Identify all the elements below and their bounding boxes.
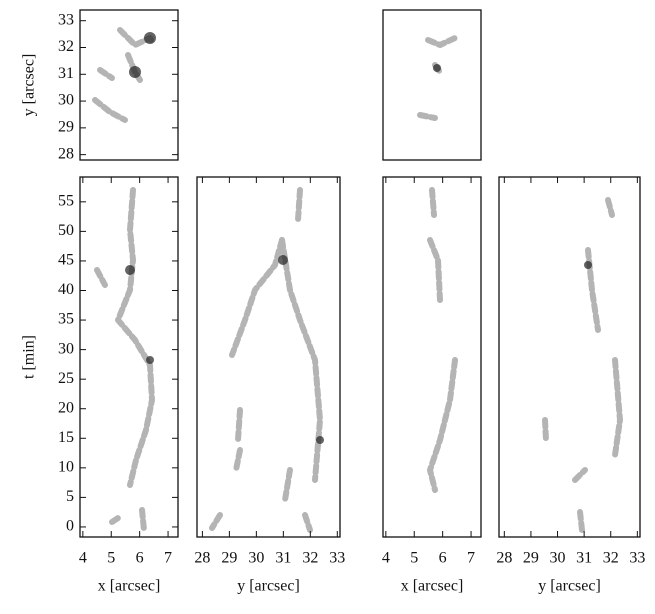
- y-tick-label: 28: [58, 145, 74, 162]
- y-tick-label: 0: [66, 518, 74, 535]
- intensity-image: [92, 27, 623, 533]
- x-tick-label: 6: [439, 550, 447, 567]
- x-tick-label: 31: [576, 550, 592, 567]
- x-tick-label: 28: [496, 550, 512, 567]
- y-tick-label: 31: [58, 65, 74, 82]
- y-tick-label: 10: [58, 459, 74, 476]
- panel-frame: [196, 176, 341, 538]
- x-tick-label: 33: [329, 550, 345, 567]
- y-tick-label: 29: [58, 119, 74, 136]
- x-tick-label: 7: [467, 550, 475, 567]
- x-tick-label: 5: [410, 550, 418, 567]
- y-tick-label: 55: [58, 192, 74, 209]
- x-tick-label: 31: [275, 550, 291, 567]
- y-tick-label: 40: [58, 281, 74, 298]
- x-tick-label: 29: [221, 550, 237, 567]
- x-tick-label: 28: [194, 550, 210, 567]
- x-axis-label: x [arcsec]: [98, 578, 161, 595]
- y-tick-label: 30: [58, 340, 74, 357]
- panel-frame: [498, 176, 641, 538]
- x-tick-label: 5: [107, 550, 115, 567]
- x-tick-label: 4: [382, 550, 390, 567]
- panel-frame: [79, 176, 179, 538]
- y-tick-label: 20: [58, 399, 74, 416]
- y-axis-label: y [arcsec]: [21, 54, 38, 117]
- y-axis-label: t [min]: [21, 335, 38, 379]
- x-tick-label: 30: [550, 550, 566, 567]
- y-tick-label: 5: [66, 488, 74, 505]
- y-tick-label: 35: [58, 311, 74, 328]
- x-tick-label: 7: [164, 550, 172, 567]
- y-tick-label: 50: [58, 222, 74, 239]
- x-tick-label: 32: [603, 550, 619, 567]
- x-tick-label: 4: [79, 550, 87, 567]
- panel-frame: [79, 9, 179, 161]
- x-tick-label: 33: [629, 550, 645, 567]
- y-tick-label: 30: [58, 92, 74, 109]
- x-tick-label: 32: [302, 550, 318, 567]
- y-tick-label: 25: [58, 370, 74, 387]
- x-tick-label: 29: [523, 550, 539, 567]
- y-tick-label: 33: [58, 11, 74, 28]
- x-axis-label: y [arcsec]: [538, 578, 601, 595]
- panel-frame: [382, 9, 482, 161]
- x-axis-label: y [arcsec]: [237, 578, 300, 595]
- panel-frame: [382, 176, 482, 538]
- x-tick-label: 30: [248, 550, 264, 567]
- y-tick-label: 32: [58, 38, 74, 55]
- y-tick-label: 45: [58, 252, 74, 269]
- x-tick-label: 6: [136, 550, 144, 567]
- dark-cores: [125, 32, 592, 444]
- x-axis-label: x [arcsec]: [401, 578, 464, 595]
- y-tick-label: 15: [58, 429, 74, 446]
